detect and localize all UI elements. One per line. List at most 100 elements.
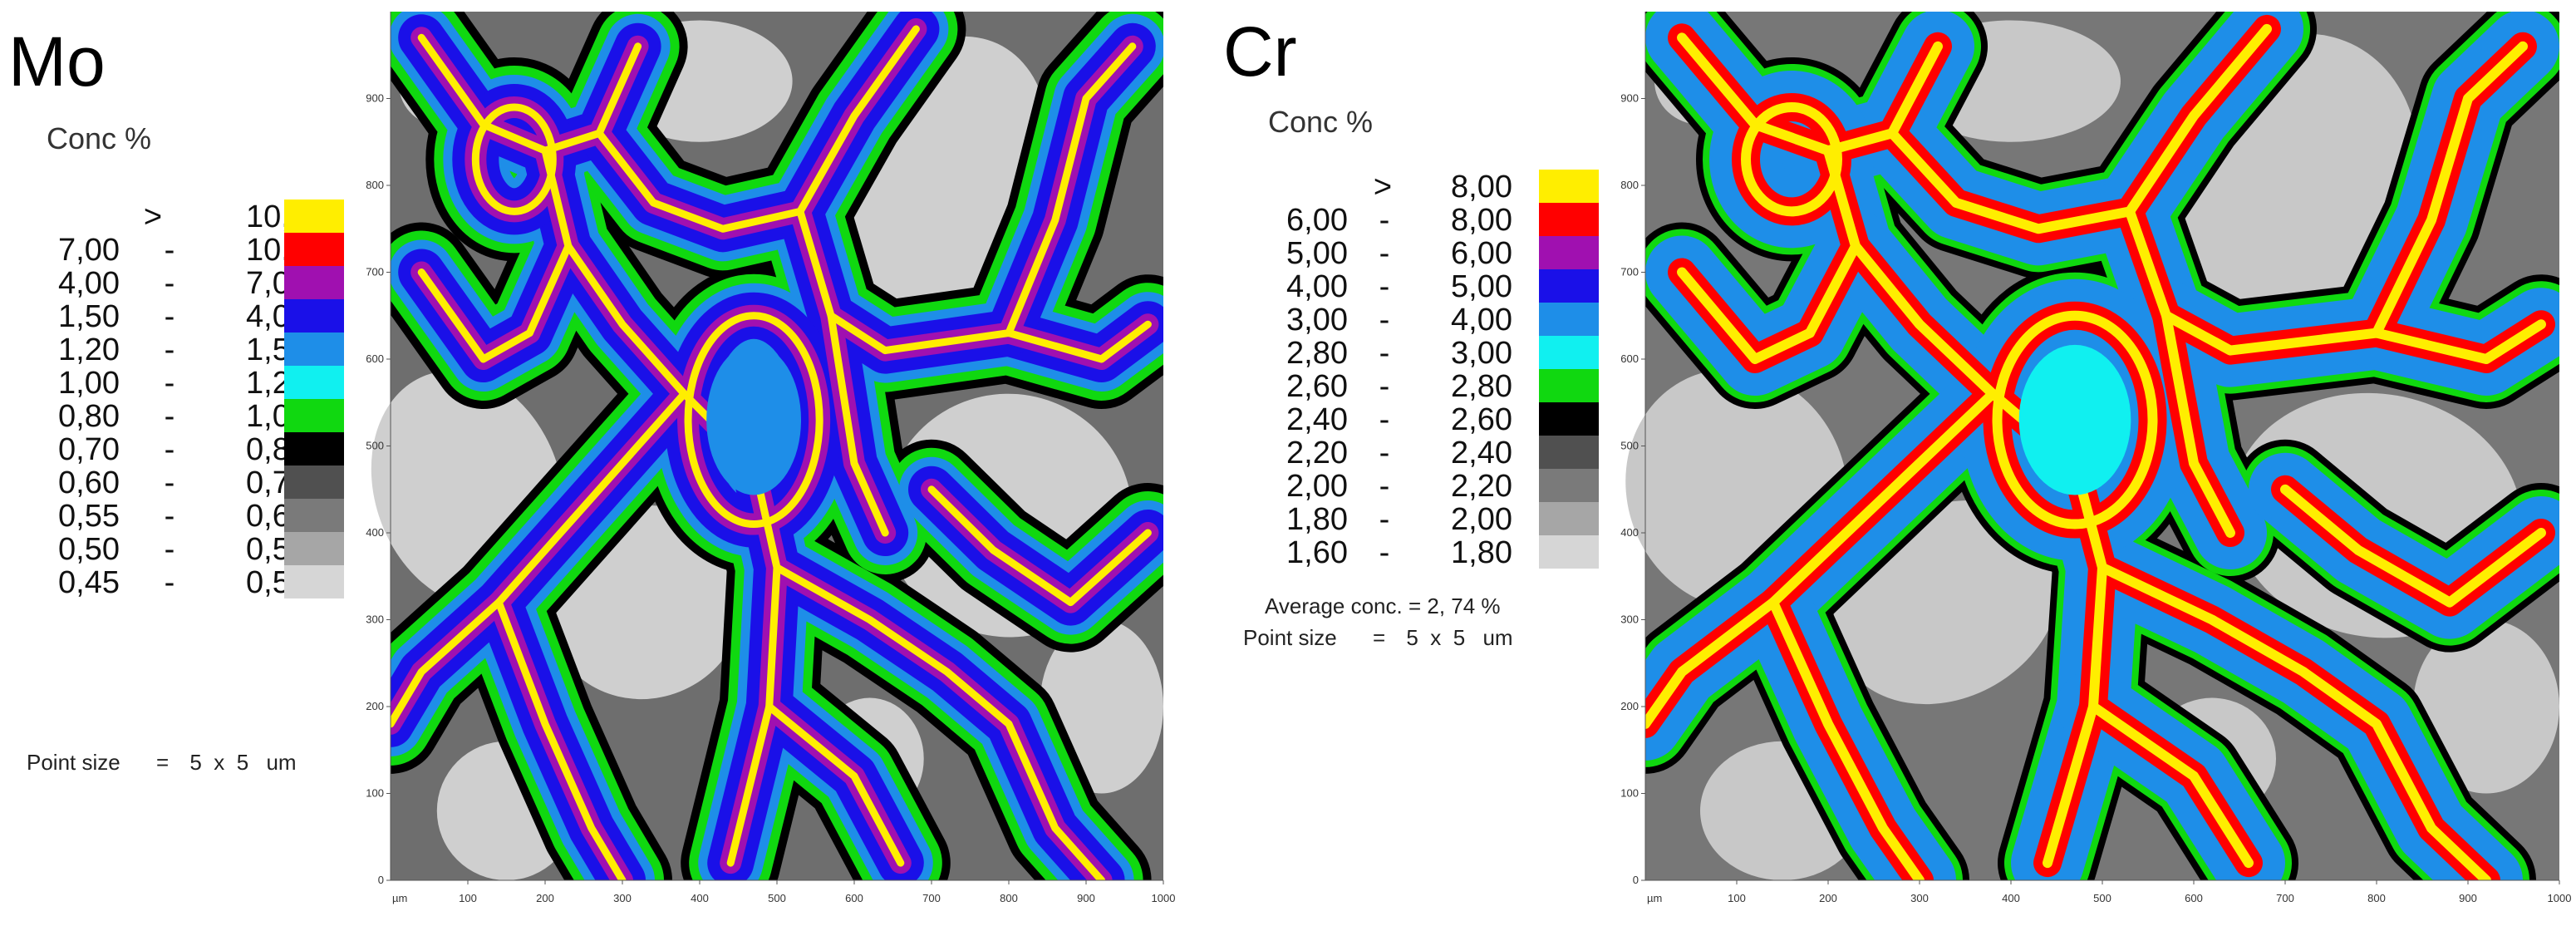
element-map-svg: 0 100 200 300 400 500 600 700 800 900 µm 100 200 300 4… [1620, 12, 2571, 904]
legend-greater-than: > [143, 200, 163, 234]
legend-high: 3,00 [1451, 336, 1512, 371]
legend-row: 2,00 - 2,20 [1263, 469, 1512, 504]
y-tick-label: 700 [366, 266, 384, 278]
concentration-band [927, 485, 1152, 607]
legend-high: 2,60 [1451, 402, 1512, 437]
y-tick-label: 300 [366, 613, 384, 626]
legend-dash: - [164, 399, 175, 434]
vein-layer [1645, 12, 2559, 880]
legend-dash: - [1379, 303, 1390, 337]
y-tick-label: 600 [1620, 352, 1639, 365]
x-axis-unit: µm [392, 892, 407, 904]
conc-heading: Conc % [1268, 105, 1374, 139]
x-tick-label: 400 [2002, 892, 2020, 904]
concentration-band [1677, 267, 1815, 364]
y-tick-label: 600 [366, 352, 384, 365]
legend-low: 3,00 [1286, 303, 1348, 337]
legend-row: 4,00 - 7,00 [33, 266, 307, 301]
legend-swatch [284, 399, 344, 432]
legend-row: 1,20 - 1,50 [33, 332, 307, 367]
legend-low: 1,20 [58, 332, 120, 367]
concentration-ring [1741, 101, 1842, 217]
mo-panel: Mo Conc % > 10,0 7,00 - 10,0 4,00 - 7,00… [0, 0, 1180, 931]
dendrite-core [706, 344, 802, 495]
y-tick-label: 0 [378, 874, 384, 886]
point-size-unit: um [1482, 625, 1513, 650]
matrix-grain [2413, 619, 2559, 794]
x-tick-label: 300 [613, 892, 632, 904]
conc-heading: Conc % [47, 121, 152, 155]
legend-swatch [1539, 336, 1599, 369]
legend-row: 2,20 - 2,40 [1263, 436, 1512, 470]
concentration-band [2088, 702, 2254, 869]
legend-swatch [284, 299, 344, 332]
legend-dash: - [164, 499, 175, 534]
element-title: Cr [1223, 12, 1297, 91]
legend-high: 2,20 [1451, 469, 1512, 504]
legend-swatch [284, 532, 344, 565]
concentration-band [2097, 562, 2491, 880]
legend-dash: - [1379, 203, 1390, 238]
legend-low: 2,40 [1286, 402, 1348, 437]
x-tick-label: 700 [922, 892, 941, 904]
legend-row: 0,70 - 0,80 [33, 432, 307, 467]
legend-dash: - [164, 332, 175, 367]
legend-row: 7,00 - 10,0 [33, 233, 307, 268]
point-size-label: Point size [1243, 625, 1337, 650]
legend-row: 0,60 - 0,70 [33, 466, 307, 500]
point-size-note: Point size = 5 x 5 um [27, 750, 297, 776]
legend-dash: - [164, 532, 175, 567]
y-tick-label: 100 [1620, 787, 1639, 800]
point-size-equals: = [1372, 625, 1386, 650]
legend-swatch [1539, 402, 1599, 436]
legend-swatch [284, 266, 344, 299]
legend-dash: - [164, 266, 175, 301]
legend-high: 8,00 [1451, 203, 1512, 238]
dendrite-core [2018, 344, 2131, 495]
legend-dash: - [1379, 336, 1390, 371]
concentration-ring [684, 312, 823, 529]
point-size-unit: um [266, 750, 297, 775]
legend-low: 1,00 [58, 366, 120, 401]
legend-swatch [284, 332, 344, 366]
concentration-band [1005, 42, 1137, 337]
legend-dash: - [1379, 236, 1390, 271]
point-size-note: Point size = 5 x 5 um [1243, 625, 1513, 651]
legend-swatch [1539, 269, 1599, 303]
legend-swatch [1539, 203, 1599, 236]
legend-swatch [1539, 436, 1599, 469]
legend-low: 6,00 [1286, 203, 1348, 238]
legend-swatch [284, 466, 344, 499]
legend-row: 0,55 - 0,60 [33, 499, 307, 534]
concentration-band [796, 207, 1152, 363]
y-tick-label: 200 [366, 700, 384, 712]
concentration-band [2372, 41, 2528, 338]
legend-low: 2,80 [1286, 336, 1348, 371]
y-tick-label: 400 [366, 526, 384, 539]
legend-low: 2,20 [1286, 436, 1348, 470]
x-tick-label: 900 [2459, 892, 2477, 904]
concentration-band [827, 312, 889, 537]
legend-low: 0,70 [58, 432, 120, 467]
y-tick-label: 300 [1620, 613, 1639, 626]
legend-dash: - [1379, 369, 1390, 404]
legend-dash: - [1379, 502, 1390, 537]
legend-dash: - [1379, 269, 1390, 304]
element-title: Mo [8, 22, 106, 101]
legend-low: 0,80 [58, 399, 120, 434]
legend-row: 0,80 - 1,00 [33, 399, 307, 434]
legend-high: 8,00 [1451, 170, 1512, 204]
legend-low: 0,50 [58, 532, 120, 567]
x-tick-label: 900 [1077, 892, 1095, 904]
concentration-band [1887, 23, 2272, 234]
legend-low: 4,00 [58, 266, 120, 301]
point-size-label: Point size [27, 750, 120, 775]
legend-high: 2,40 [1451, 436, 1512, 470]
legend-row: 0,50 - 0,55 [33, 532, 307, 567]
legend-swatch [1539, 535, 1599, 569]
concentration-band [494, 598, 627, 880]
concentration-band [765, 702, 905, 867]
legend-row: 1,00 - 1,20 [33, 366, 307, 401]
legend-high: 2,80 [1451, 369, 1512, 404]
legend-row: > 10,0 [33, 200, 307, 234]
